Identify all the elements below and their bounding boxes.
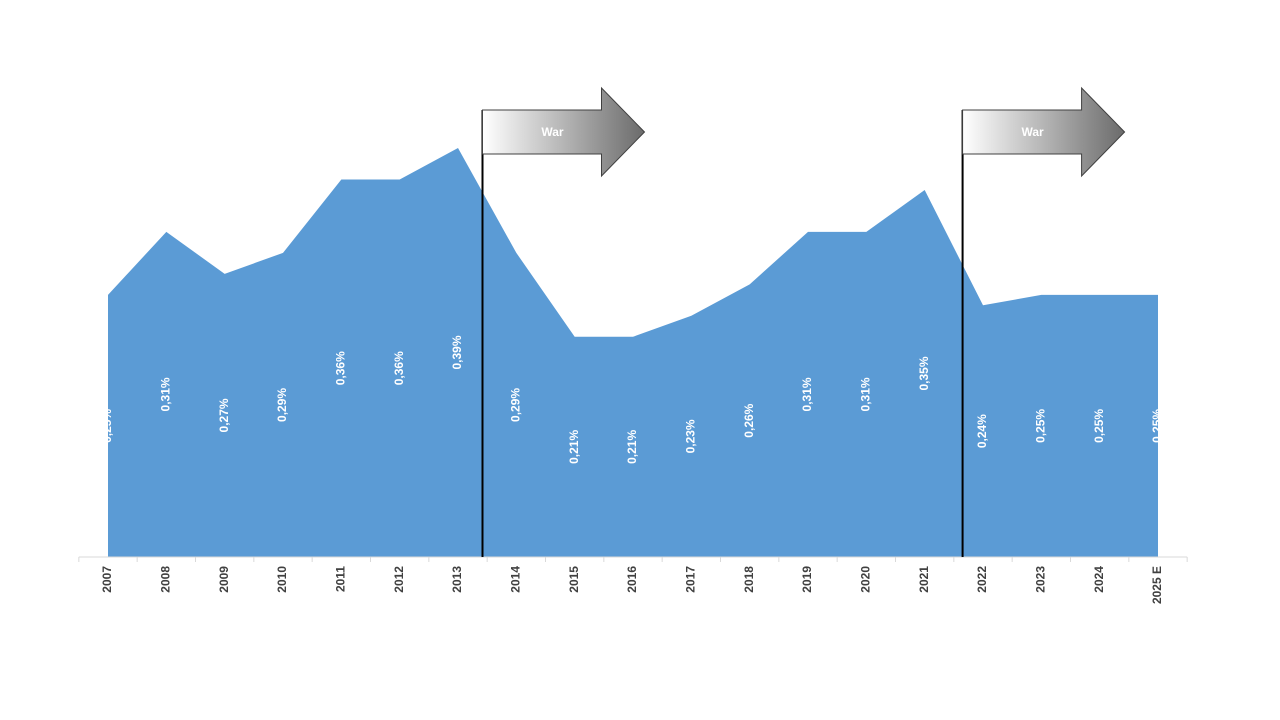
x-tick-label: 2012 — [392, 566, 406, 593]
war-label: War — [541, 125, 564, 139]
x-tick-label: 2011 — [334, 566, 348, 592]
x-tick-label: 2015 — [567, 566, 581, 593]
value-label: 0,31% — [800, 377, 814, 411]
value-label: 0,25% — [1034, 409, 1048, 443]
value-label: 0,24% — [975, 414, 989, 448]
x-tick-label: 2018 — [742, 566, 756, 593]
value-label: 0,35% — [917, 356, 931, 390]
area — [108, 148, 1158, 557]
value-label: 0,21% — [625, 430, 639, 464]
x-tick-label: 2014 — [509, 566, 523, 593]
x-tick-label: 2019 — [800, 566, 814, 593]
value-label: 0,21% — [567, 430, 581, 464]
war-arrow — [482, 86, 646, 178]
x-tick-label: 2022 — [975, 566, 989, 593]
x-tick-label: 2016 — [625, 566, 639, 593]
value-label: 0,25% — [100, 409, 114, 443]
x-tick-label: 2020 — [859, 566, 873, 593]
x-tick-label: 2008 — [159, 566, 173, 593]
value-label: 0,36% — [392, 351, 406, 385]
value-label: 0,27% — [217, 398, 231, 432]
x-tick-label: 2017 — [684, 566, 698, 593]
x-tick-label: 2009 — [217, 566, 231, 593]
value-label: 0,39% — [450, 335, 464, 369]
value-label: 0,25% — [1092, 409, 1106, 443]
value-label: 0,23% — [684, 419, 698, 453]
x-tick-label: 2021 — [917, 566, 931, 593]
value-label: 0,29% — [275, 388, 289, 422]
value-label: 0,25% — [1150, 409, 1164, 443]
value-label: 0,29% — [509, 388, 523, 422]
x-tick-label: 2025 E — [1150, 566, 1164, 604]
x-tick-label: 2024 — [1092, 566, 1106, 593]
value-label: 0,31% — [859, 377, 873, 411]
x-tick-label: 2023 — [1034, 566, 1048, 593]
war-arrow — [962, 86, 1126, 178]
value-label: 0,31% — [159, 377, 173, 411]
x-tick-label: 2013 — [450, 566, 464, 593]
value-label: 0,26% — [742, 403, 756, 437]
war-label: War — [1021, 125, 1044, 139]
x-tick-label: 2007 — [100, 566, 114, 593]
value-label: 0,36% — [334, 351, 348, 385]
x-tick-label: 2010 — [275, 566, 289, 593]
